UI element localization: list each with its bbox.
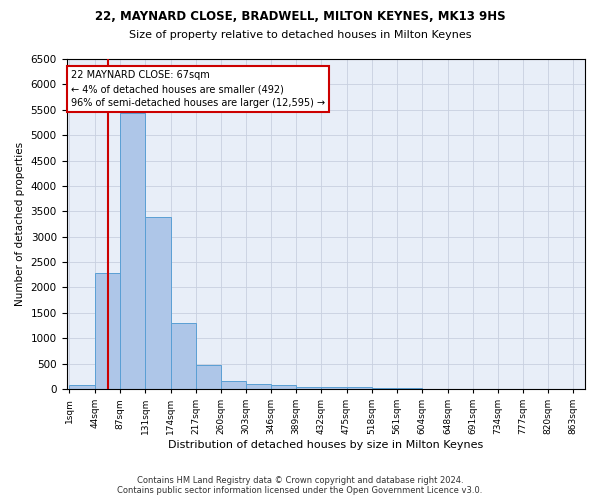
Bar [246, 384, 271, 389]
Bar [296, 386, 322, 389]
Text: Size of property relative to detached houses in Milton Keynes: Size of property relative to detached ho… [129, 30, 471, 40]
Bar [95, 274, 120, 389]
Text: Contains HM Land Registry data © Crown copyright and database right 2024.
Contai: Contains HM Land Registry data © Crown c… [118, 476, 482, 495]
Bar [322, 387, 347, 389]
Bar [422, 388, 448, 389]
Y-axis label: Number of detached properties: Number of detached properties [15, 142, 25, 306]
Bar [221, 381, 246, 389]
Text: 22 MAYNARD CLOSE: 67sqm
← 4% of detached houses are smaller (492)
96% of semi-de: 22 MAYNARD CLOSE: 67sqm ← 4% of detached… [71, 70, 325, 108]
Bar [170, 322, 196, 389]
Bar [271, 385, 296, 389]
X-axis label: Distribution of detached houses by size in Milton Keynes: Distribution of detached houses by size … [168, 440, 484, 450]
Bar [196, 364, 221, 389]
Bar [70, 385, 95, 389]
Bar [120, 114, 145, 389]
Bar [347, 388, 371, 389]
Bar [145, 217, 170, 389]
Bar [371, 388, 397, 389]
Text: 22, MAYNARD CLOSE, BRADWELL, MILTON KEYNES, MK13 9HS: 22, MAYNARD CLOSE, BRADWELL, MILTON KEYN… [95, 10, 505, 23]
Bar [397, 388, 422, 389]
